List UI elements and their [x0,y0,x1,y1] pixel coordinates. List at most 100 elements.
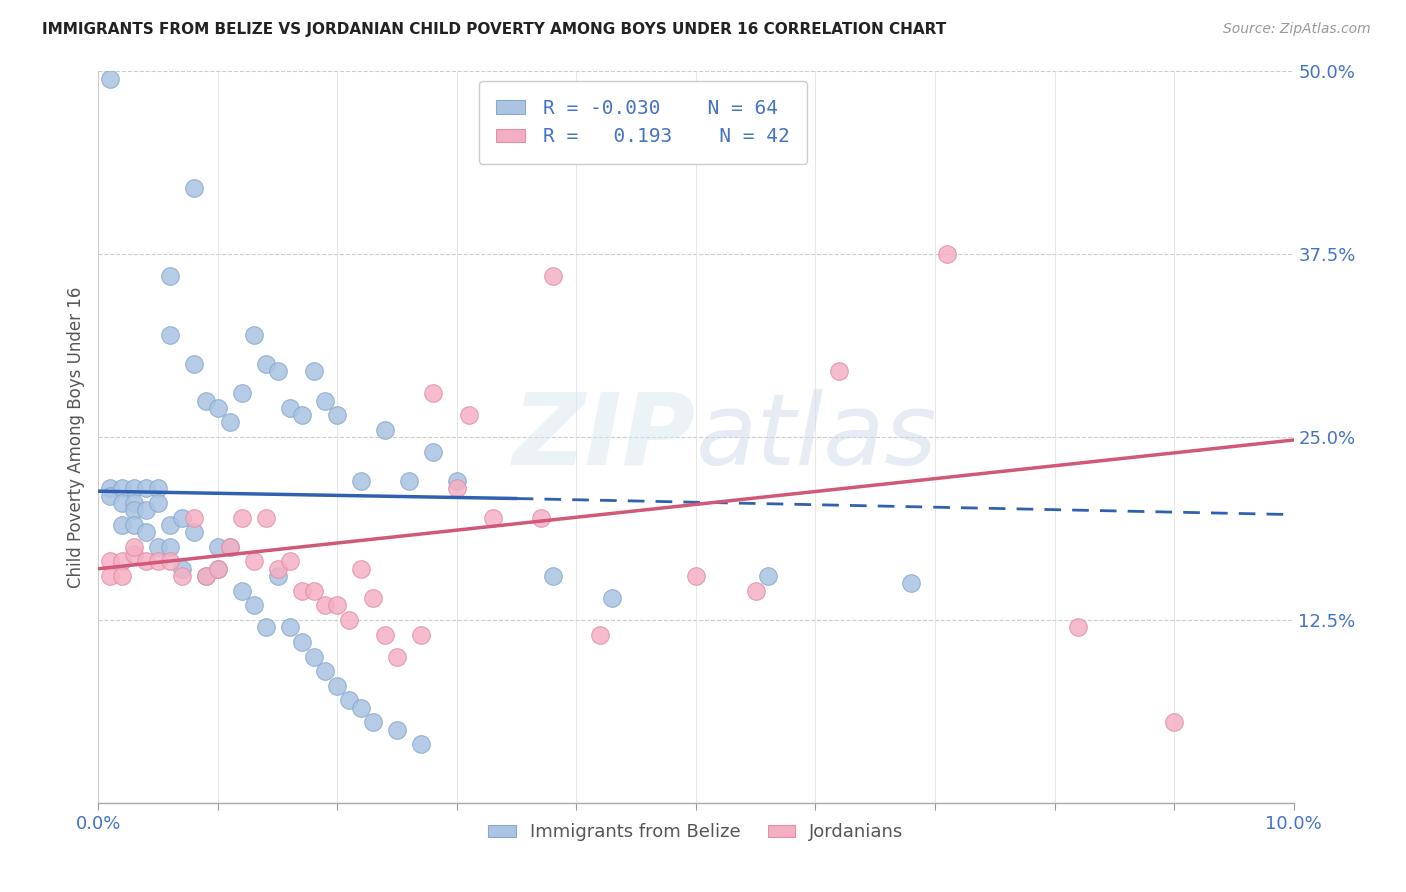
Point [541,569,564,583]
Point [458,408,481,422]
Point [148,554,170,568]
Point [195,569,218,583]
Point [243,599,266,613]
Point [530,510,553,524]
Point [159,554,181,568]
Point [589,627,612,641]
Point [135,503,157,517]
Point [231,386,253,401]
Point [745,583,768,598]
Point [278,554,301,568]
Text: ZIP: ZIP [513,389,696,485]
Point [411,737,433,751]
Point [302,649,325,664]
Point [291,583,314,598]
Point [207,562,229,576]
Point [350,474,373,488]
Point [326,408,349,422]
Point [135,525,157,540]
Point [315,393,337,408]
Point [339,613,361,627]
Point [207,540,229,554]
Point [172,510,194,524]
Point [172,569,194,583]
Point [385,649,409,664]
Point [411,627,433,641]
Point [183,510,205,524]
Point [1163,715,1185,730]
Text: IMMIGRANTS FROM BELIZE VS JORDANIAN CHILD POVERTY AMONG BOYS UNDER 16 CORRELATIO: IMMIGRANTS FROM BELIZE VS JORDANIAN CHIL… [42,22,946,37]
Text: Source: ZipAtlas.com: Source: ZipAtlas.com [1223,22,1371,37]
Point [685,569,707,583]
Point [374,627,396,641]
Point [195,569,218,583]
Point [291,635,314,649]
Point [446,474,468,488]
Point [159,540,181,554]
Point [124,547,146,561]
Point [900,576,922,591]
Point [231,510,253,524]
Point [315,599,337,613]
Point [302,583,325,598]
Point [183,181,205,195]
Text: atlas: atlas [696,389,938,485]
Point [148,481,170,495]
Y-axis label: Child Poverty Among Boys Under 16: Child Poverty Among Boys Under 16 [66,286,84,588]
Point [326,679,349,693]
Point [124,503,146,517]
Point [111,517,134,532]
Point [254,357,277,371]
Point [98,71,122,86]
Point [111,496,134,510]
Point [98,481,122,495]
Point [363,715,385,730]
Point [602,591,624,605]
Point [756,569,779,583]
Point [254,620,277,634]
Point [422,386,444,401]
Point [159,269,181,284]
Point [243,327,266,342]
Point [385,723,409,737]
Point [124,540,146,554]
Point [541,269,564,284]
Point [315,664,337,678]
Point [326,599,349,613]
Point [135,481,157,495]
Point [219,540,242,554]
Point [339,693,361,707]
Point [195,393,218,408]
Point [828,364,851,378]
Point [207,401,229,415]
Point [374,423,396,437]
Point [124,496,146,510]
Point [148,496,170,510]
Point [267,364,290,378]
Point [98,569,122,583]
Point [207,562,229,576]
Point [183,525,205,540]
Point [172,562,194,576]
Point [291,408,314,422]
Legend: Immigrants from Belize, Jordanians: Immigrants from Belize, Jordanians [481,816,911,848]
Point [254,510,277,524]
Point [302,364,325,378]
Point [111,481,134,495]
Point [936,247,959,261]
Point [124,481,146,495]
Point [482,510,505,524]
Point [231,583,253,598]
Point [98,554,122,568]
Point [350,700,373,714]
Point [183,357,205,371]
Point [159,517,181,532]
Point [267,562,290,576]
Point [219,416,242,430]
Point [278,620,301,634]
Point [148,540,170,554]
Point [398,474,420,488]
Point [124,517,146,532]
Point [363,591,385,605]
Point [98,489,122,503]
